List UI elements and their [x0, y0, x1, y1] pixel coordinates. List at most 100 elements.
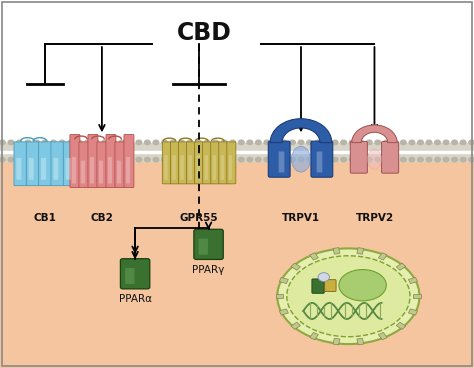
- FancyBboxPatch shape: [108, 157, 112, 184]
- Circle shape: [358, 158, 364, 162]
- FancyBboxPatch shape: [115, 142, 125, 188]
- FancyBboxPatch shape: [186, 142, 195, 184]
- Circle shape: [332, 140, 338, 145]
- FancyBboxPatch shape: [28, 158, 34, 180]
- Circle shape: [341, 158, 346, 162]
- Circle shape: [34, 140, 39, 145]
- Circle shape: [230, 140, 236, 145]
- FancyBboxPatch shape: [126, 157, 130, 184]
- Text: TRPV1: TRPV1: [282, 213, 320, 223]
- Circle shape: [298, 158, 304, 162]
- Bar: [0, 146, 474, 368]
- Circle shape: [170, 158, 176, 162]
- Ellipse shape: [292, 146, 310, 172]
- Circle shape: [460, 158, 466, 162]
- Bar: [378, 332, 387, 340]
- FancyBboxPatch shape: [16, 158, 21, 180]
- Circle shape: [59, 140, 65, 145]
- Circle shape: [290, 140, 295, 145]
- FancyBboxPatch shape: [106, 135, 116, 188]
- FancyBboxPatch shape: [170, 142, 179, 184]
- Circle shape: [315, 158, 321, 162]
- Circle shape: [281, 158, 287, 162]
- FancyBboxPatch shape: [117, 161, 121, 184]
- Circle shape: [469, 140, 474, 145]
- Text: TRPV2: TRPV2: [356, 213, 393, 223]
- FancyBboxPatch shape: [120, 259, 150, 289]
- FancyBboxPatch shape: [311, 141, 333, 177]
- Circle shape: [17, 140, 22, 145]
- FancyBboxPatch shape: [220, 155, 224, 180]
- Circle shape: [51, 158, 56, 162]
- Bar: [279, 309, 288, 315]
- Circle shape: [17, 158, 22, 162]
- Bar: [276, 294, 283, 298]
- Circle shape: [332, 158, 338, 162]
- Circle shape: [452, 158, 457, 162]
- Circle shape: [349, 158, 355, 162]
- Circle shape: [128, 158, 133, 162]
- Circle shape: [247, 140, 253, 145]
- Circle shape: [435, 140, 440, 145]
- Bar: [378, 253, 387, 260]
- Circle shape: [460, 140, 466, 145]
- FancyBboxPatch shape: [88, 135, 98, 188]
- FancyBboxPatch shape: [14, 142, 27, 186]
- Circle shape: [136, 140, 142, 145]
- Circle shape: [85, 158, 91, 162]
- Ellipse shape: [339, 269, 386, 301]
- Bar: [413, 294, 421, 298]
- Circle shape: [145, 158, 150, 162]
- Circle shape: [221, 140, 227, 145]
- Circle shape: [85, 140, 91, 145]
- FancyBboxPatch shape: [228, 155, 232, 180]
- FancyBboxPatch shape: [205, 155, 208, 180]
- Circle shape: [162, 140, 167, 145]
- Bar: [310, 253, 319, 260]
- Circle shape: [162, 158, 167, 162]
- FancyBboxPatch shape: [210, 142, 219, 184]
- Text: GPR55: GPR55: [180, 213, 219, 223]
- Bar: [0, 153, 474, 161]
- Circle shape: [318, 273, 329, 282]
- Circle shape: [119, 140, 125, 145]
- Circle shape: [349, 140, 355, 145]
- FancyBboxPatch shape: [38, 142, 51, 186]
- Circle shape: [93, 140, 99, 145]
- Circle shape: [0, 140, 5, 145]
- Bar: [0, 0, 474, 152]
- FancyBboxPatch shape: [164, 155, 168, 180]
- Circle shape: [170, 140, 176, 145]
- Circle shape: [51, 140, 56, 145]
- FancyBboxPatch shape: [350, 142, 367, 173]
- Circle shape: [324, 158, 329, 162]
- Circle shape: [392, 158, 398, 162]
- Bar: [310, 332, 319, 340]
- FancyBboxPatch shape: [196, 155, 200, 180]
- Circle shape: [443, 140, 449, 145]
- FancyBboxPatch shape: [268, 141, 290, 177]
- FancyBboxPatch shape: [173, 155, 176, 180]
- FancyBboxPatch shape: [72, 157, 76, 184]
- Circle shape: [409, 158, 415, 162]
- Circle shape: [196, 140, 201, 145]
- Circle shape: [102, 140, 108, 145]
- Circle shape: [383, 140, 389, 145]
- Circle shape: [401, 140, 406, 145]
- FancyBboxPatch shape: [99, 161, 103, 184]
- Circle shape: [443, 158, 449, 162]
- Bar: [409, 309, 418, 315]
- Circle shape: [76, 140, 82, 145]
- Circle shape: [401, 158, 406, 162]
- Circle shape: [238, 140, 244, 145]
- Circle shape: [0, 158, 5, 162]
- Circle shape: [375, 140, 381, 145]
- Circle shape: [204, 140, 210, 145]
- Circle shape: [25, 140, 31, 145]
- Circle shape: [435, 158, 440, 162]
- FancyBboxPatch shape: [188, 155, 192, 180]
- Circle shape: [418, 140, 423, 145]
- Circle shape: [273, 158, 278, 162]
- FancyBboxPatch shape: [125, 268, 135, 284]
- Circle shape: [298, 140, 304, 145]
